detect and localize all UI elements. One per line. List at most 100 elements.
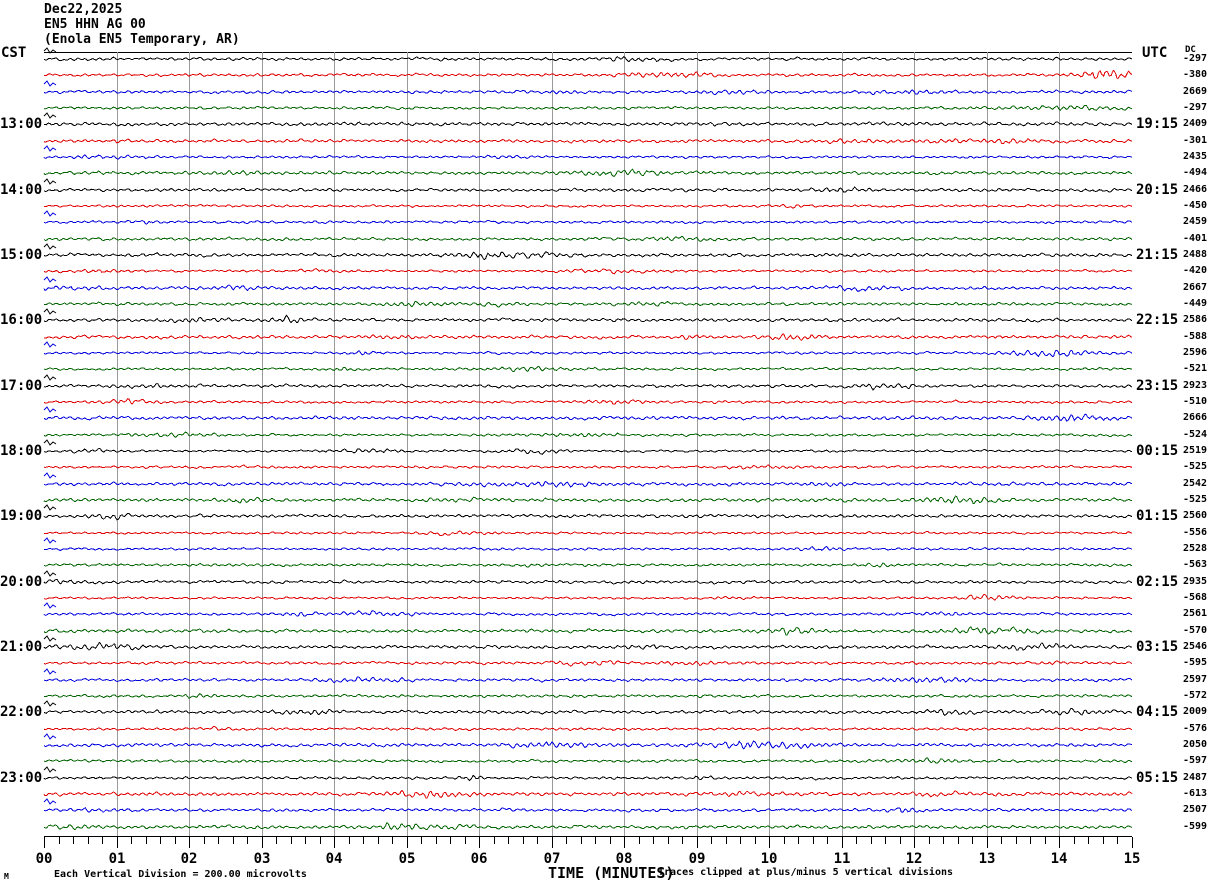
x-tick-major xyxy=(44,837,45,848)
dc-offset-value: -380 xyxy=(1183,69,1208,81)
dc-offset-value: -297 xyxy=(1183,52,1208,64)
trace-row xyxy=(43,487,1133,513)
trace-row xyxy=(43,62,1133,88)
dc-offset-value: -572 xyxy=(1183,689,1208,701)
x-tick-label: 10 xyxy=(760,851,778,867)
x-tick-minor xyxy=(1074,837,1075,844)
x-tick-minor xyxy=(755,837,756,844)
trace-row xyxy=(43,569,1133,595)
x-tick-major xyxy=(987,837,988,848)
trace-row xyxy=(43,356,1133,382)
x-tick-minor xyxy=(523,837,524,844)
dc-offset-value: 2409 xyxy=(1183,118,1208,130)
x-tick-minor xyxy=(827,837,828,844)
x-tick-minor xyxy=(943,837,944,844)
grid-line-minute-08 xyxy=(624,52,625,836)
trace-row xyxy=(43,650,1133,676)
x-tick-major xyxy=(914,837,915,848)
utc-time-label: 01:15 xyxy=(1136,508,1179,525)
dc-offset-value: 2487 xyxy=(1183,771,1208,783)
trace-row xyxy=(43,144,1133,170)
dc-offset-value: 2507 xyxy=(1183,804,1208,816)
trace-row xyxy=(43,111,1133,137)
dc-offset-value: -401 xyxy=(1183,232,1208,244)
x-tick-minor xyxy=(392,837,393,844)
trace-row xyxy=(43,209,1133,235)
utc-axis-label: UTC xyxy=(1142,45,1168,61)
trace-row xyxy=(43,160,1133,186)
x-tick-label: 03 xyxy=(253,851,271,867)
x-tick-major xyxy=(624,837,625,848)
trace-row xyxy=(43,307,1133,333)
x-tick-major xyxy=(842,837,843,848)
dc-offset-value: -588 xyxy=(1183,330,1208,342)
header-station: (Enola EN5 Temporary, AR) xyxy=(44,32,240,47)
x-tick-minor xyxy=(668,837,669,844)
dc-offset-value: 2528 xyxy=(1183,542,1208,554)
grid-line-minute-10 xyxy=(769,52,770,836)
x-tick-major xyxy=(479,837,480,848)
trace-row xyxy=(43,732,1133,758)
x-tick-major xyxy=(334,837,335,848)
trace-row xyxy=(43,373,1133,399)
utc-time-label: 23:15 xyxy=(1136,377,1179,394)
dc-offset-value: -556 xyxy=(1183,526,1208,538)
x-tick-minor xyxy=(958,837,959,844)
grid-line-minute-02 xyxy=(189,52,190,836)
x-tick-minor xyxy=(131,837,132,844)
dc-offset-value: -510 xyxy=(1183,395,1208,407)
dc-offset-value: 2009 xyxy=(1183,706,1208,718)
grid-line-minute-04 xyxy=(334,52,335,836)
dc-offset-value: -570 xyxy=(1183,624,1208,636)
x-tick-minor xyxy=(436,837,437,844)
x-tick-minor xyxy=(276,837,277,844)
trace-row xyxy=(43,258,1133,284)
trace-row xyxy=(43,536,1133,562)
dc-offset-value: -595 xyxy=(1183,657,1208,669)
trace-row xyxy=(43,438,1133,464)
x-tick-minor xyxy=(653,837,654,844)
trace-row xyxy=(43,95,1133,121)
trace-row xyxy=(43,683,1133,709)
utc-time-label: 00:15 xyxy=(1136,442,1179,459)
x-tick-minor xyxy=(856,837,857,844)
cst-time-label: 22:00 xyxy=(0,704,43,721)
x-tick-minor xyxy=(581,837,582,844)
trace-row xyxy=(43,193,1133,219)
grid-line-minute-14 xyxy=(1059,52,1060,836)
x-tick-minor xyxy=(711,837,712,844)
dc-offset-value: -449 xyxy=(1183,297,1208,309)
plot-top-border xyxy=(44,52,1132,53)
grid-line-minute-09 xyxy=(697,52,698,836)
dc-offset-value: 2561 xyxy=(1183,608,1208,620)
trace-row xyxy=(43,471,1133,497)
x-tick-minor xyxy=(639,837,640,844)
x-tick-minor xyxy=(421,837,422,844)
trace-row xyxy=(43,389,1133,415)
x-tick-minor xyxy=(610,837,611,844)
x-tick-minor xyxy=(102,837,103,844)
grid-line-minute-01 xyxy=(117,52,118,836)
x-tick-minor xyxy=(1117,837,1118,844)
x-tick-label: 13 xyxy=(978,851,996,867)
x-tick-minor xyxy=(1088,837,1089,844)
x-tick-label: 01 xyxy=(108,851,126,867)
x-tick-label: 07 xyxy=(543,851,561,867)
trace-row xyxy=(43,340,1133,366)
cst-time-label: 21:00 xyxy=(0,638,43,655)
x-tick-minor xyxy=(972,837,973,844)
dc-offset-value: 2050 xyxy=(1183,738,1208,750)
x-tick-minor xyxy=(465,837,466,844)
x-tick-major xyxy=(697,837,698,848)
trace-row xyxy=(43,46,1133,72)
x-tick-major xyxy=(1132,837,1133,848)
grid-line-minute-05 xyxy=(407,52,408,836)
x-tick-major xyxy=(189,837,190,848)
utc-time-label: 05:15 xyxy=(1136,769,1179,786)
x-tick-minor xyxy=(885,837,886,844)
dc-offset-value: 2546 xyxy=(1183,640,1208,652)
utc-time-label: 19:15 xyxy=(1136,116,1179,133)
utc-time-label: 22:15 xyxy=(1136,312,1179,329)
cst-axis-label: CST xyxy=(1,45,27,61)
utc-time-label: 04:15 xyxy=(1136,704,1179,721)
